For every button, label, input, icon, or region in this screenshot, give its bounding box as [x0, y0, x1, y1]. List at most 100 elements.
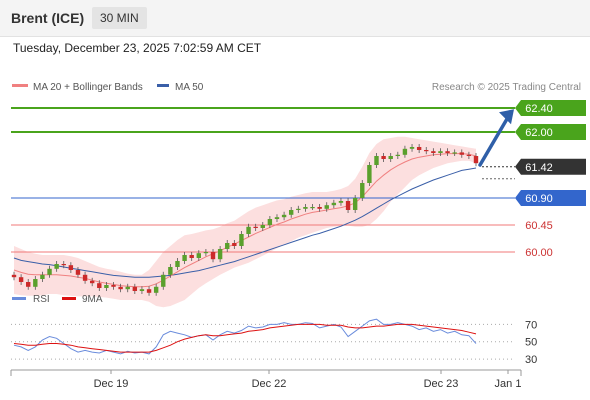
candle-body — [431, 151, 436, 153]
candle-body — [33, 279, 38, 287]
candle-body — [40, 274, 45, 279]
candle-body — [203, 252, 209, 254]
candle-body — [75, 270, 81, 275]
price-tag-box-1 — [515, 124, 586, 140]
candle-body — [253, 226, 258, 228]
candle-body — [402, 148, 408, 155]
target-arrow-head — [499, 109, 514, 125]
candle-body — [68, 265, 74, 270]
rsi-tick-label-1: 50 — [525, 337, 537, 349]
candle-body — [338, 201, 344, 203]
candle-body — [246, 226, 251, 234]
ma50-line — [13, 167, 477, 278]
target-arrow-layer — [478, 109, 514, 167]
candle-body — [89, 280, 95, 284]
ma9-legend-swatch — [62, 297, 76, 300]
price-tag-label-1: 62.00 — [525, 127, 553, 139]
candle-body — [473, 156, 479, 164]
candle-body — [26, 282, 31, 287]
candle-body — [232, 243, 237, 246]
bollinger-band-layer — [14, 136, 476, 308]
x-tick-label-2: Dec 23 — [424, 378, 459, 390]
price-tag-label-4: 60.00 — [525, 247, 553, 259]
rsi-tick-label-2: 30 — [525, 354, 537, 366]
candle-body — [82, 274, 88, 281]
candle-body — [296, 208, 301, 210]
candle-body — [54, 264, 59, 269]
candle-body — [424, 150, 429, 152]
ma50-legend-swatch — [157, 84, 169, 87]
candle-body — [452, 152, 457, 154]
candle-body — [210, 252, 216, 260]
candle-body — [445, 151, 450, 153]
candle-body — [118, 286, 123, 290]
candle-body — [438, 151, 443, 153]
candle-body — [274, 217, 280, 219]
candle-body — [161, 274, 166, 287]
candle-body — [310, 207, 315, 209]
candle-body — [303, 207, 308, 209]
timeframe-button[interactable]: 30 MIN — [92, 7, 147, 29]
candle-body — [189, 255, 194, 258]
candle-body — [352, 198, 358, 210]
candle-body — [146, 289, 152, 293]
ma50-legend-label: MA 50 — [175, 82, 204, 93]
price-tag-label-5: 61.42 — [525, 162, 553, 174]
chart-header: Brent (ICE) 30 MIN — [0, 0, 590, 37]
candle-body — [388, 156, 393, 159]
candle-body — [416, 147, 422, 150]
candle-body — [11, 274, 17, 278]
candle-body — [47, 268, 52, 275]
candle-body — [374, 156, 379, 165]
chart-datetime: Tuesday, December 23, 2025 7:02:59 AM CE… — [13, 41, 262, 55]
price-tag-label-2: 60.90 — [525, 193, 553, 205]
candle-body — [97, 283, 102, 288]
candle-body — [196, 253, 201, 258]
candle-body — [345, 201, 351, 210]
price-tag-label-0: 62.40 — [525, 103, 553, 115]
candle-body — [360, 183, 365, 198]
candle-body — [104, 285, 109, 288]
candle-body — [168, 267, 173, 275]
candle-body — [289, 210, 294, 215]
candle-body — [267, 219, 273, 225]
candles-layer — [11, 144, 515, 296]
candle-body — [409, 147, 415, 149]
x-tick-label-3: Jan 1 — [495, 378, 522, 390]
candle-body — [225, 243, 230, 249]
rsi-legend-swatch — [12, 297, 26, 300]
price-tags-layer: 62.40 62.00 60.90 60.45 60.00 61.42 — [515, 100, 586, 259]
candle-body — [459, 152, 464, 155]
price-tag-box-2 — [515, 190, 586, 206]
rsi-line — [13, 318, 477, 355]
target-arrow-shaft — [478, 115, 510, 167]
rsi-panel: 70 50 30 — [11, 318, 537, 366]
candle-body — [331, 202, 337, 206]
ma9-legend-label: 9MA — [82, 294, 103, 305]
price-tag-label-3: 60.45 — [525, 220, 553, 232]
rsi-ma9-line — [13, 323, 477, 353]
bollinger-band-fill — [14, 136, 476, 308]
candle-body — [239, 234, 244, 246]
candle-body — [111, 285, 116, 287]
ma20-legend-label: MA 20 + Bollinger Bands — [33, 82, 143, 93]
candle-body — [381, 156, 386, 159]
candle-body — [153, 286, 159, 293]
candle-body — [132, 286, 138, 291]
candle-body — [182, 255, 187, 261]
research-credit: Research © 2025 Trading Central — [432, 82, 581, 93]
candle-body — [395, 154, 401, 156]
rsi-legend-label: RSI — [33, 294, 50, 305]
candle-body — [18, 277, 24, 282]
price-tag-box-5 — [515, 158, 586, 175]
candle-body — [281, 214, 287, 218]
candle-body — [317, 207, 322, 209]
rsi-tick-label-0: 70 — [525, 319, 537, 331]
candle-body — [324, 205, 329, 209]
x-axis-labels: Dec 19 Dec 22 Dec 23 Jan 1 — [94, 370, 522, 390]
price-tag-box-0 — [515, 100, 586, 116]
x-tick-label-0: Dec 19 — [94, 378, 129, 390]
symbol-title: Brent (ICE) — [11, 10, 85, 26]
x-tick-label-1: Dec 22 — [252, 378, 287, 390]
